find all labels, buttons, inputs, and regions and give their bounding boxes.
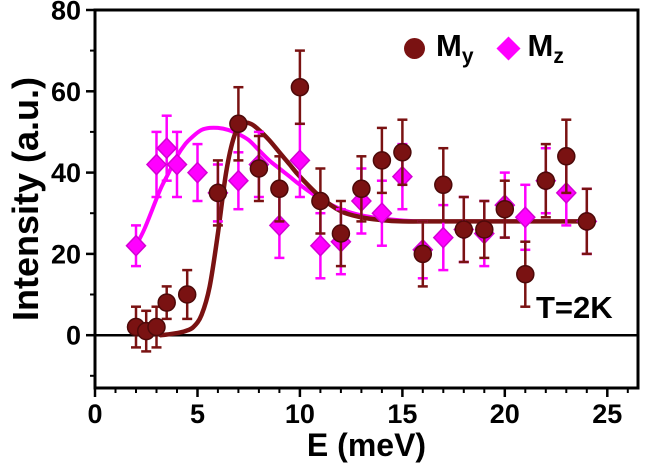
legend: My Mz (404, 28, 564, 69)
svg-text:0: 0 (87, 399, 102, 429)
y-axis-label: Intensity (a.u.) (5, 76, 46, 322)
legend-entry-my: My (404, 28, 474, 69)
legend-label-my: My (436, 28, 474, 69)
svg-text:10: 10 (285, 399, 315, 429)
temperature-annotation: T=2K (536, 290, 613, 325)
svg-text:25: 25 (592, 399, 622, 429)
series-my (126, 49, 597, 353)
svg-text:20: 20 (490, 399, 520, 429)
svg-text:0: 0 (66, 321, 81, 351)
svg-text:40: 40 (51, 158, 81, 188)
svg-text:15: 15 (387, 399, 417, 429)
svg-text:5: 5 (190, 399, 205, 429)
svg-text:20: 20 (51, 239, 81, 269)
my-circle-marker-icon (404, 38, 425, 60)
legend-entry-mz: Mz (495, 28, 564, 69)
svg-text:60: 60 (51, 77, 81, 107)
axis-ticks: 0 5 10 15 20 25 0 20 40 60 80 (51, 0, 629, 429)
x-axis-label: E (meV) (306, 427, 427, 463)
axes-frame (93, 8, 640, 390)
legend-label-mz: Mz (527, 28, 564, 69)
svg-text:80: 80 (51, 0, 81, 26)
mz-diamond-marker-icon (495, 36, 521, 61)
